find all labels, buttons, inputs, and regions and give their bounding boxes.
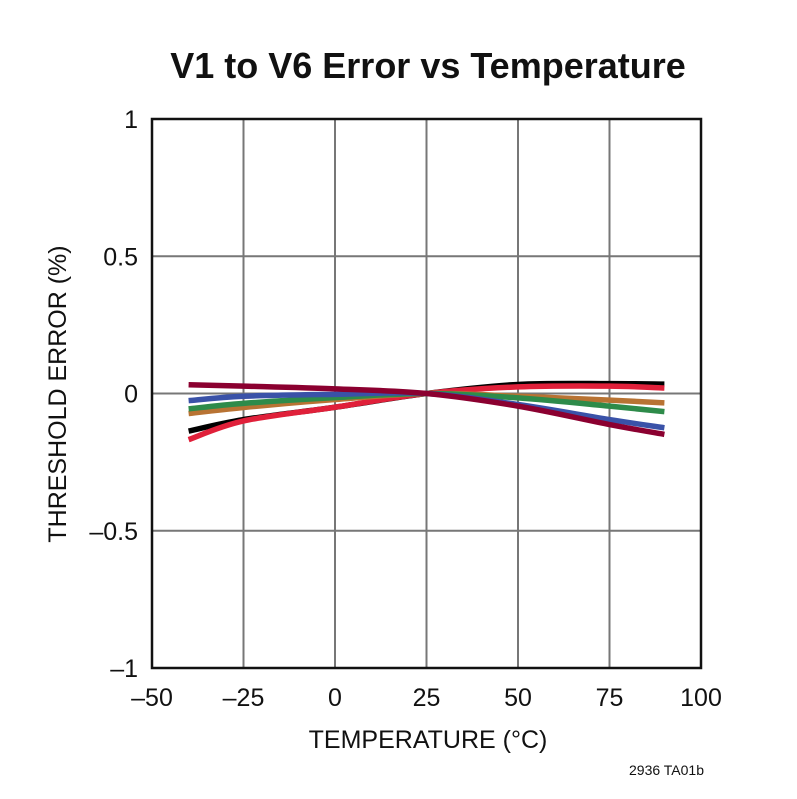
x-axis-label: TEMPERATURE (°C) xyxy=(309,726,548,754)
plot-frame xyxy=(150,117,703,670)
y-tick-label: –0.5 xyxy=(89,518,138,546)
x-tick-label: 50 xyxy=(504,684,532,712)
x-tick-label: 75 xyxy=(596,684,624,712)
x-tick-labels: –50 –25 0 25 50 75 100 xyxy=(131,684,722,712)
y-tick-label: 0 xyxy=(124,381,138,409)
y-axis-label: THRESHOLD ERROR (%) xyxy=(44,245,72,542)
x-tick-label: 0 xyxy=(328,684,342,712)
x-tick-label: –25 xyxy=(223,684,265,712)
y-tick-label: 0.5 xyxy=(103,243,138,271)
x-tick-label: 100 xyxy=(680,684,722,712)
y-tick-label: 1 xyxy=(124,106,138,134)
y-tick-label: –1 xyxy=(110,655,138,683)
series-line-6 xyxy=(188,381,665,438)
x-tick-label: –50 xyxy=(131,684,173,712)
y-tick-labels: 1 0.5 0 –0.5 –1 xyxy=(89,106,138,683)
series-lines xyxy=(187,380,665,443)
figure-note: 2936 TA01b xyxy=(629,762,704,778)
chart-title: V1 to V6 Error vs Temperature xyxy=(170,45,686,86)
x-tick-label: 25 xyxy=(413,684,441,712)
